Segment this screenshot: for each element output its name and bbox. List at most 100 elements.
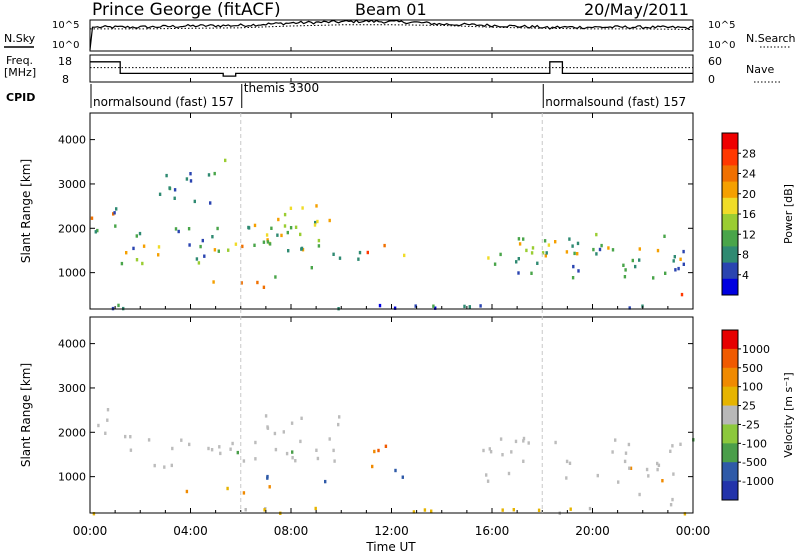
velocity-cell: [489, 450, 493, 454]
velocity-cell: [482, 448, 485, 453]
noise-left-label: N.Sky: [4, 32, 36, 45]
power-cell: [274, 275, 277, 279]
velocity-cell: [291, 456, 294, 460]
velocity-cell: [569, 507, 572, 511]
power-cell: [287, 249, 290, 253]
power-cell: [622, 263, 625, 267]
velocity-cell: [537, 508, 541, 512]
velocity-cell: [170, 463, 173, 468]
power-cell: [663, 234, 666, 238]
power-cell: [547, 243, 551, 247]
x-tick-label: 04:00: [173, 524, 208, 538]
power-cell: [543, 239, 547, 243]
velocity-cell: [153, 463, 156, 468]
power-cell: [664, 271, 667, 275]
power-cell: [253, 223, 257, 228]
freq-tick-top: 18: [58, 55, 72, 68]
power-cell: [634, 264, 637, 269]
velocity-cell: [565, 459, 569, 464]
power-cell: [624, 268, 627, 272]
time-axis: 00:00 04:00 08:00 12:00 16:00 20:00 00:00 Time…: [73, 47, 710, 554]
velocity-cell: [486, 479, 490, 483]
velocity-cell: [522, 436, 526, 441]
power-cell: [216, 226, 219, 231]
power-cell: [623, 275, 627, 279]
velocity-cell: [274, 447, 278, 452]
power-cell: [213, 171, 216, 176]
velocity-cell: [588, 506, 592, 511]
velocity-cell: [656, 467, 659, 472]
power-cell: [338, 256, 342, 260]
velocity-cell: [218, 445, 221, 449]
power-colorbar-swatch: [722, 197, 738, 215]
power-cell: [125, 251, 128, 255]
power-cell: [266, 240, 270, 244]
velocity-cell: [488, 447, 491, 451]
velocity-cell: [266, 474, 269, 479]
velocity-cell: [229, 447, 232, 451]
power-cell: [680, 292, 684, 297]
power-cell: [294, 225, 298, 229]
power-cell: [173, 196, 176, 200]
power-cell: [328, 218, 331, 223]
power-colorbar-swatch: [722, 246, 738, 264]
power-cell: [631, 258, 634, 263]
power-cell: [135, 234, 138, 238]
velocity-colorbar-tick-label: 1000: [742, 343, 770, 356]
power-cell: [525, 248, 528, 253]
power-panel-frame: [89, 112, 694, 310]
power-cell: [113, 211, 116, 215]
power-cell: [577, 269, 580, 273]
power-cell: [132, 246, 135, 251]
power-cell: [199, 244, 202, 249]
noise-left-tick-top: 10^5: [52, 20, 79, 31]
cpid-segment-label: normalsound (fast) 157: [545, 95, 686, 109]
power-cell: [530, 251, 534, 255]
power-cell: [677, 266, 680, 271]
velocity-cell: [315, 448, 318, 452]
power-cell: [117, 303, 120, 308]
power-cell: [289, 226, 293, 230]
power-cell: [262, 285, 266, 289]
power-cell: [217, 249, 220, 253]
velocity-cell: [501, 508, 504, 512]
velocity-cell: [242, 459, 246, 463]
power-cell: [177, 229, 180, 234]
power-cell: [576, 241, 580, 246]
velocity-cell: [188, 442, 191, 447]
velocity-colorbar-swatch: [722, 367, 738, 388]
power-cell: [531, 246, 535, 250]
beam-label: Beam 01: [355, 0, 427, 19]
noise-right-label: N.Search: [746, 32, 796, 45]
velocity-cell: [554, 440, 557, 445]
velocity-cell: [300, 416, 303, 420]
power-cell: [515, 260, 518, 264]
frequency-line: [90, 61, 693, 77]
velocity-cell: [244, 508, 247, 512]
power-cell: [286, 230, 289, 235]
power-cell: [262, 240, 266, 244]
power-cell: [266, 238, 269, 242]
velocity-cell: [266, 426, 270, 430]
power-cell: [536, 261, 539, 265]
velocity-cell: [285, 451, 289, 456]
velocity-cell: [106, 418, 109, 422]
power-colorbar-tick-label: 24: [742, 168, 756, 181]
power-cell: [638, 258, 641, 262]
power-cell: [174, 227, 178, 231]
velocity-cell: [282, 430, 285, 434]
power-cell: [201, 238, 204, 243]
time-axis-label: Time UT: [365, 540, 416, 554]
velocity-cell: [207, 446, 210, 451]
velocity-cell: [254, 457, 257, 461]
power-cell: [135, 258, 139, 262]
velocity-cell: [263, 508, 266, 512]
power-cell: [656, 248, 660, 253]
velocity-cell: [242, 491, 246, 495]
power-panel: Slant Range [km] 1000 2000 3000 4000 28 24 20…: [19, 112, 795, 311]
power-cell: [518, 242, 522, 246]
velocity-colorbar-swatch: [722, 386, 738, 407]
power-cell: [234, 242, 238, 246]
power-cell: [142, 244, 146, 248]
noise-left-tick-bottom: 10^0: [52, 40, 79, 51]
